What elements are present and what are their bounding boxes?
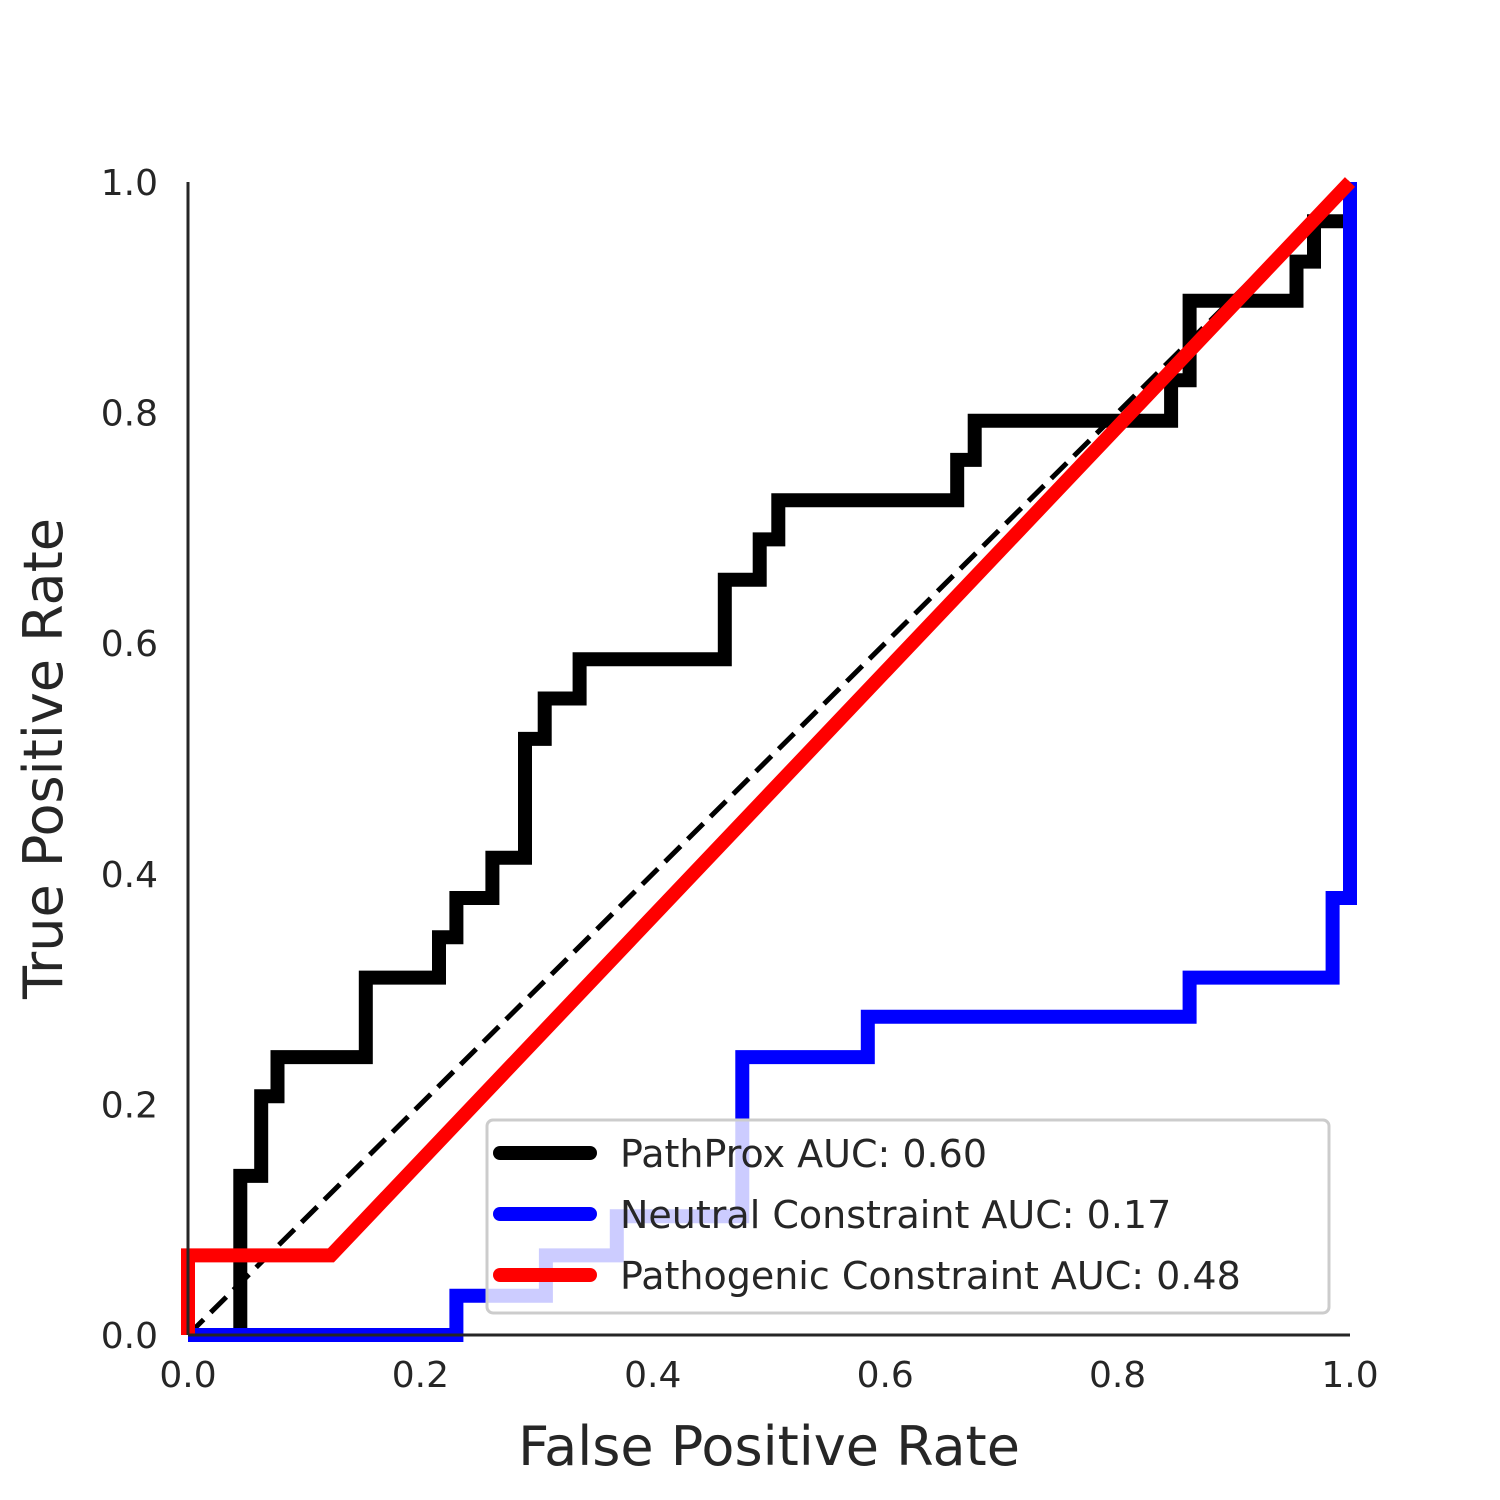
y-axis-title: True Positive Rate xyxy=(12,518,75,1000)
legend-label-2: Pathogenic Constraint AUC: 0.48 xyxy=(620,1254,1241,1298)
legend-label-0: PathProx AUC: 0.60 xyxy=(620,1132,987,1176)
x-tick-label: 0.4 xyxy=(624,1355,681,1396)
y-tick-label: 0.0 xyxy=(101,1316,158,1357)
legend-label-1: Neutral Constraint AUC: 0.17 xyxy=(620,1193,1171,1237)
series-line-0 xyxy=(188,214,1350,1342)
x-tick-label: 0.6 xyxy=(857,1355,914,1396)
y-tick-label: 0.2 xyxy=(101,1085,158,1126)
axes: 0.0 0.2 0.4 0.6 0.8 1.0 0.0 0.2 0.4 0.6 0.8 1.0 Fals… xyxy=(12,163,1379,1478)
x-tick-label: 0.8 xyxy=(1089,1355,1146,1396)
y-tick-label: 1.0 xyxy=(101,163,158,204)
x-tick-label: 1.0 xyxy=(1321,1355,1378,1396)
x-tick-label: 0.0 xyxy=(159,1355,216,1396)
y-tick-label: 0.4 xyxy=(101,855,158,896)
y-tick-label: 0.6 xyxy=(101,624,158,665)
x-tick-label: 0.2 xyxy=(392,1355,449,1396)
reference-diagonal-line xyxy=(186,180,1352,1337)
legend: PathProx AUC: 0.60 Neutral Constraint AUC… xyxy=(485,1118,1331,1315)
x-axis-title: False Positive Rate xyxy=(518,1415,1020,1478)
legend-box xyxy=(485,1118,1331,1315)
y-tick-label: 0.8 xyxy=(101,394,158,435)
